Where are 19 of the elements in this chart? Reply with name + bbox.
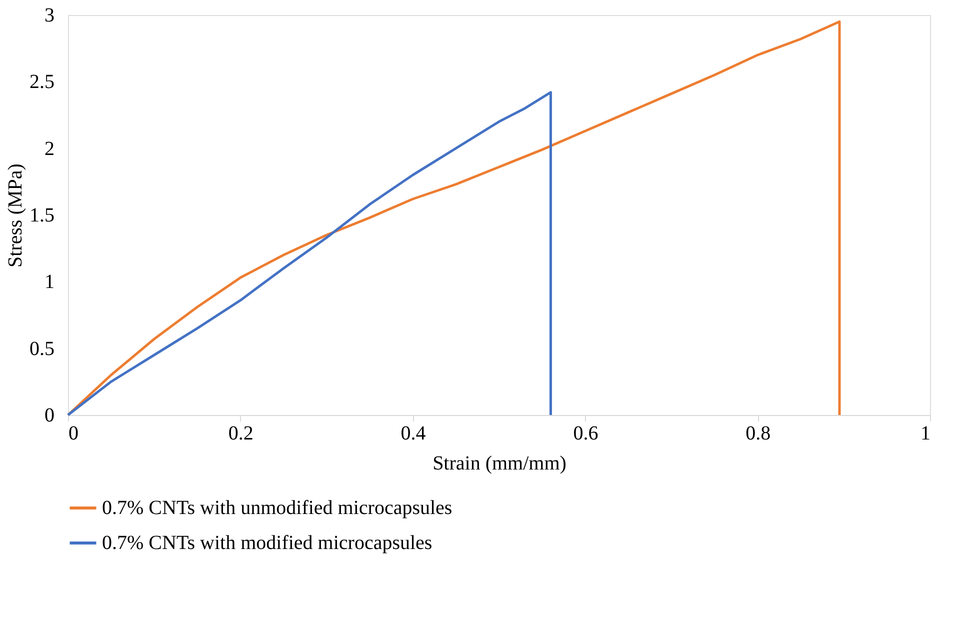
y-tick-label: 3 <box>44 4 54 26</box>
x-tick-label: 0.4 <box>400 422 426 444</box>
y-tick-label: 2.5 <box>30 71 54 94</box>
y-tick-label: 0.5 <box>30 338 54 360</box>
line-series <box>66 91 552 416</box>
x-tick-label: 0.6 <box>573 422 598 444</box>
x-axis-title: Strain (mm/mm) <box>432 452 566 474</box>
x-tick-label: 1 <box>920 422 930 444</box>
legend-label: 0.7% CNTs with unmodified microcapsules <box>102 497 452 519</box>
x-tick-label: 0.2 <box>228 422 254 444</box>
y-axis-title: Stress (MPa) <box>4 164 26 268</box>
y-tick-label: 0 <box>44 404 54 426</box>
legend-label: 0.7% CNTs with modified microcapsules <box>102 532 432 554</box>
y-tick-label: 1 <box>44 271 54 294</box>
x-tick-label: 0 <box>68 422 78 444</box>
x-tick-label: 0.8 <box>746 422 771 444</box>
y-tick-label: 1.5 <box>30 204 54 226</box>
y-tick-label: 2 <box>44 138 54 160</box>
line-series <box>66 20 841 416</box>
